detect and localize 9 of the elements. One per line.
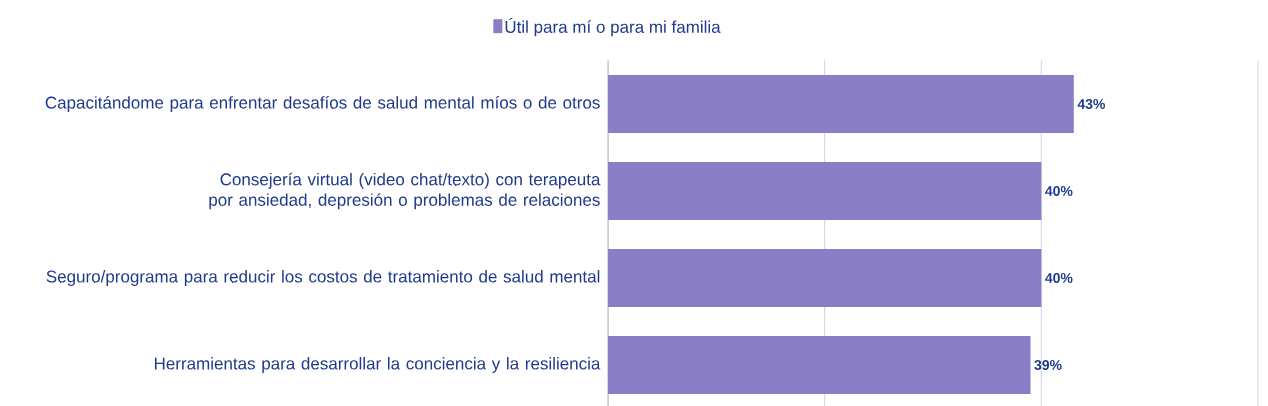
legend-label: Útil para mí o para mi familia xyxy=(505,18,721,37)
data-label: 39% xyxy=(1034,360,1062,370)
data-label: 43% xyxy=(1077,99,1105,109)
y-tick-label: Consejería virtual (video chat/texto) con terapeuta por ansiedad, depresión o problemas de relaciones xyxy=(209,172,601,210)
data-label: 40% xyxy=(1045,186,1073,196)
data-label: 40% xyxy=(1045,273,1073,283)
y-tick-label: Capacitándome para enfrentar desafíos de salud mental míos o de otros xyxy=(45,95,600,113)
y-tick-label: Herramientas para desarrollar la conciencia y la resiliencia xyxy=(154,357,601,373)
y-tick-label: Seguro/programa para reducir los costos de tratamiento de salud mental xyxy=(46,270,600,286)
